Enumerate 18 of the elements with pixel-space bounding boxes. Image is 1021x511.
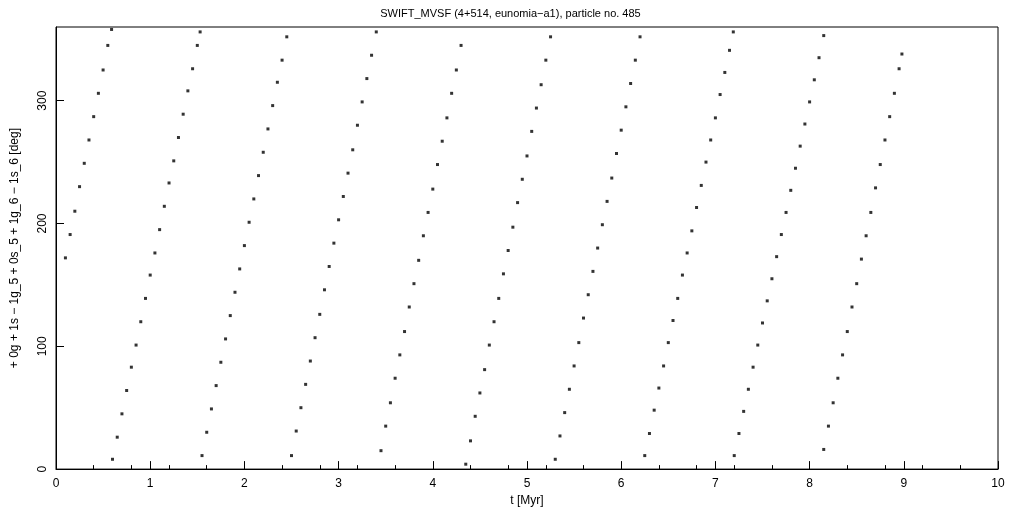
x-tick-label: 0 [52,476,60,491]
x-axis-title: t [Myr] [510,493,544,507]
y-axis-title: + 0g + 1s − 1g_5 + 0s_5 + 1g_6 − 1s_6 [deg] [7,127,21,369]
x-tick-label: 1 [146,476,154,491]
x-tick-label: 10 [991,476,1005,491]
x-tick-label: 9 [900,476,908,491]
x-tick-label: 6 [617,476,625,491]
x-tick-label: 8 [806,476,814,491]
x-tick-label: 3 [335,476,343,491]
chart-title: SWIFT_MVSF (4+514, eunomia−a1), particle no. 485 [380,6,641,19]
y-tick-label: 100 [35,335,49,357]
x-tick-label: 5 [523,476,531,491]
y-tick-label: 200 [35,213,49,234]
x-tick-label: 2 [241,476,249,491]
y-tick-label: 300 [35,90,49,111]
x-tick-label: 4 [429,476,437,491]
x-tick-label: 7 [712,476,720,491]
y-tick-label: 0 [35,465,49,473]
